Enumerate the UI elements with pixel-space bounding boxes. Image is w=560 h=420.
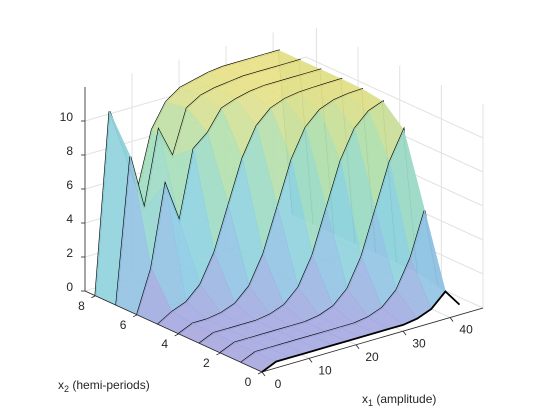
label-sub: 2 [64, 384, 69, 394]
x-tick-label: 40 [459, 323, 473, 337]
label-base: x [58, 378, 64, 392]
x-axis-label: x1 (amplitude) [362, 392, 436, 408]
label-sub: 1 [368, 398, 373, 408]
x-tick-label: 0 [275, 377, 282, 391]
grid-line [305, 56, 484, 139]
z-tick-label: 6 [66, 178, 73, 192]
x-tick [308, 358, 313, 363]
label-rest: (amplitude) [373, 392, 436, 406]
y-axis-label: x2 (hemi-periods) [58, 378, 150, 394]
x-tick [355, 344, 360, 350]
y-tick-label: 8 [78, 299, 85, 313]
contour-line [261, 290, 461, 373]
label-rest: (hemi-periods) [69, 378, 150, 392]
x-tick-label: 30 [412, 336, 426, 350]
y-tick [174, 333, 179, 337]
y-tick [257, 371, 263, 375]
y-axis [84, 290, 263, 373]
label-base: x [362, 392, 368, 406]
z-tick-label: 4 [66, 212, 73, 226]
x-tick-label: 10 [318, 364, 332, 378]
z-tick-label: 10 [60, 110, 74, 124]
y-tick-label: 2 [203, 356, 210, 370]
y-tick [132, 314, 138, 318]
x-tick-label: 20 [365, 350, 379, 364]
x-tick [402, 330, 407, 336]
z-tick-label: 8 [66, 144, 73, 158]
y-tick [216, 352, 221, 356]
surface [94, 49, 461, 373]
x-axis [261, 307, 484, 373]
z-tick-label: 0 [66, 280, 73, 294]
y-tick [91, 295, 96, 299]
y-tick-label: 0 [245, 375, 252, 389]
y-tick-label: 6 [120, 318, 127, 332]
x-tick [449, 317, 454, 322]
y-tick-label: 4 [161, 337, 168, 351]
z-tick-label: 2 [66, 246, 73, 260]
x-tick [261, 371, 266, 377]
